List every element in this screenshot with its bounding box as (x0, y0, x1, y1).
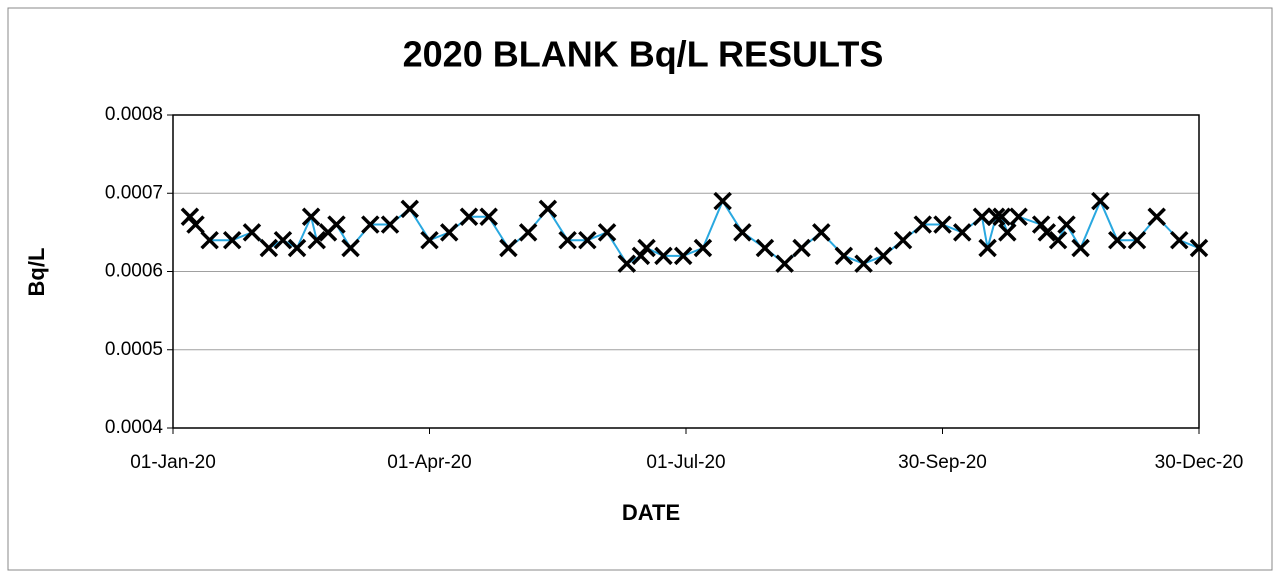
y-tick-label: 0.0007 (105, 182, 163, 203)
data-marker (673, 246, 693, 266)
data-marker (307, 230, 326, 250)
data-marker (186, 215, 205, 234)
data-marker (380, 215, 400, 234)
y-tick-label: 0.0005 (105, 339, 163, 360)
data-marker (341, 238, 360, 258)
data-marker (1127, 230, 1147, 250)
y-tick-label: 0.0008 (105, 104, 163, 125)
data-marker (439, 223, 459, 242)
data-marker (538, 199, 558, 219)
data-marker (287, 238, 307, 258)
data-marker (1071, 238, 1090, 258)
data-marker (755, 238, 775, 258)
data-marker (242, 223, 262, 242)
data-marker (1108, 230, 1127, 250)
data-marker (952, 223, 972, 242)
data-marker (693, 238, 713, 258)
data-marker (654, 246, 673, 266)
data-marker (972, 207, 992, 226)
data-marker (1057, 215, 1076, 234)
data-marker (558, 230, 577, 250)
x-tick-label: 01-Apr-20 (387, 452, 472, 473)
data-marker (597, 223, 617, 242)
data-marker (327, 215, 346, 234)
data-marker (834, 246, 854, 266)
data-marker (259, 238, 279, 258)
data-marker (893, 230, 913, 250)
data-marker (200, 230, 219, 250)
data-marker (459, 207, 479, 226)
data-marker (273, 230, 293, 250)
data-marker (913, 215, 933, 234)
x-tick-label: 01-Jul-20 (646, 452, 725, 473)
data-marker (986, 207, 1006, 226)
data-marker (518, 223, 538, 242)
x-tick-label: 30-Dec-20 (1155, 452, 1244, 473)
data-marker (637, 238, 656, 258)
y-tick-label: 0.0006 (105, 261, 163, 282)
data-marker (222, 230, 242, 250)
chart-title: 2020 BLANK Bq/L RESULTS (403, 34, 884, 75)
y-axis-title: Bq/L (24, 248, 49, 297)
data-marker (617, 254, 637, 273)
y-tick-label: 0.0004 (105, 417, 164, 438)
data-marker (420, 230, 439, 250)
data-marker (499, 238, 518, 258)
x-axis-title: DATE (622, 500, 680, 525)
data-marker (978, 238, 997, 258)
data-marker (1170, 230, 1189, 250)
data-marker (775, 254, 794, 273)
data-marker (1189, 238, 1209, 258)
data-marker (400, 199, 420, 219)
data-marker (1037, 223, 1057, 242)
data-marker (792, 238, 811, 258)
data-marker (1147, 207, 1166, 226)
data-marker (998, 223, 1017, 242)
data-marker (874, 246, 893, 266)
data-marker (301, 207, 321, 226)
data-marker (578, 230, 597, 250)
data-marker (1009, 207, 1028, 226)
data-marker (854, 254, 873, 273)
x-tick-label: 01-Jan-20 (130, 452, 216, 473)
data-marker (713, 191, 732, 211)
data-marker (992, 207, 1011, 226)
data-marker (733, 223, 752, 242)
data-marker (933, 215, 952, 234)
data-marker (1048, 230, 1068, 250)
data-marker (812, 223, 831, 242)
data-marker (1091, 191, 1110, 211)
data-marker (479, 207, 498, 226)
x-tick-label: 30-Sep-20 (898, 452, 987, 473)
data-marker (361, 215, 380, 234)
